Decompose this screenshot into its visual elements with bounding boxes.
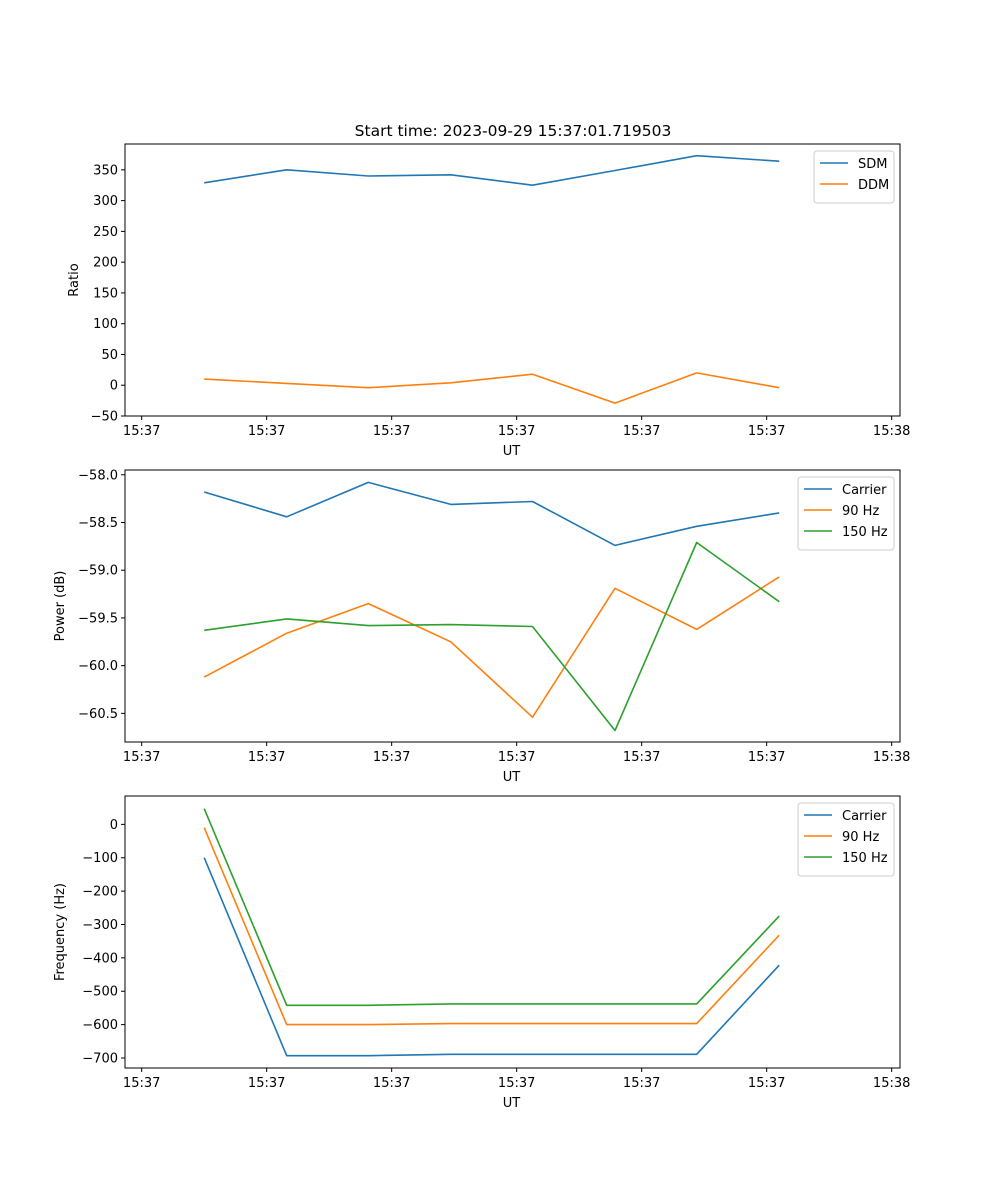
y-axis-label: Power (dB) [53, 571, 68, 642]
y-tick-label: −60.5 [78, 707, 118, 722]
x-tick-label: 15:37 [373, 750, 410, 765]
y-tick-label: 250 [93, 225, 118, 240]
y-tick-label: −400 [82, 951, 118, 966]
y-tick-label: 200 [93, 256, 118, 271]
x-tick-label: 15:37 [623, 750, 660, 765]
y-tick-label: −58.0 [78, 468, 118, 483]
legend: Carrier 90 Hz 150 Hz [797, 802, 895, 877]
y-axis-label: Frequency (Hz) [53, 883, 68, 981]
legend-label: Carrier [842, 809, 887, 824]
y-tick-label: 100 [93, 317, 118, 332]
y-tick-label: 0 [110, 818, 118, 833]
legend-label: 150 Hz [842, 525, 888, 540]
x-tick-label: 15:37 [373, 1076, 410, 1091]
x-tick-label: 15:37 [248, 750, 285, 765]
y-tick-label: −700 [82, 1051, 118, 1066]
series-line-carrier [203, 481, 780, 547]
legend-label: DDM [858, 178, 889, 193]
axes-frame [124, 469, 901, 743]
y-tick-label: 50 [101, 348, 118, 363]
y-tick-label: −58.5 [78, 516, 118, 531]
legend-label: SDM [858, 157, 887, 172]
x-tick-label: 15:37 [623, 1076, 660, 1091]
x-tick-label: 15:38 [873, 424, 910, 439]
legend: Carrier 90 Hz 150 Hz [797, 476, 895, 551]
legend-box [813, 150, 895, 204]
x-tick-label: 15:37 [498, 424, 535, 439]
x-tick-label: 15:37 [748, 424, 785, 439]
series-line-sdm [204, 154, 780, 186]
y-tick-label: 0 [110, 379, 118, 394]
y-tick-label: 350 [93, 163, 118, 178]
x-tick-label: 15:38 [873, 1076, 910, 1091]
x-tick-label: 15:37 [748, 750, 785, 765]
subplot-1: −50 0 50 100 150 200 250 300 350 15:37 15:37 15:37 1… [67, 143, 910, 459]
series-line-carrier [203, 857, 780, 1057]
legend: SDM DDM [813, 150, 895, 204]
y-tick-label: −500 [82, 985, 118, 1000]
x-tick-label: 15:37 [123, 1076, 160, 1091]
x-axis-label: UT [503, 770, 521, 785]
y-tick-label: −60.0 [78, 659, 118, 674]
legend-label: 150 Hz [842, 851, 888, 866]
legend-label: 90 Hz [842, 830, 879, 845]
x-axis-label: UT [503, 1096, 521, 1111]
y-tick-label: −300 [82, 918, 118, 933]
y-tick-label: −59.0 [78, 564, 118, 579]
x-tick-label: 15:37 [123, 424, 160, 439]
x-tick-label: 15:37 [248, 424, 285, 439]
legend-label: 90 Hz [842, 504, 879, 519]
x-tick-label: 15:37 [623, 424, 660, 439]
y-tick-label: −200 [82, 885, 118, 900]
x-tick-label: 15:37 [748, 1076, 785, 1091]
series-line-150-hz [203, 808, 780, 1007]
x-axis-label: UT [503, 444, 521, 459]
y-tick-label: −50 [91, 410, 118, 425]
series-line-90-hz [203, 576, 780, 719]
axes-frame [124, 795, 901, 1069]
subplot-2: −60.5 −60.0 −59.5 −59.0 −58.5 −58.0 15:37 15:37… [53, 468, 910, 785]
y-tick-label: −100 [82, 851, 118, 866]
series-line-150-hz [204, 541, 780, 732]
x-tick-label: 15:38 [873, 750, 910, 765]
x-tick-label: 15:37 [123, 750, 160, 765]
chart-title: Start time: 2023-09-29 15:37:01.719503 [355, 122, 672, 140]
y-tick-label: 150 [93, 286, 118, 301]
legend-label: Carrier [842, 483, 887, 498]
x-tick-label: 15:37 [373, 424, 410, 439]
axes-frame [124, 143, 901, 417]
x-tick-label: 15:37 [248, 1076, 285, 1091]
y-tick-label: −600 [82, 1018, 118, 1033]
series-line-90-hz [203, 827, 780, 1026]
x-tick-label: 15:37 [498, 750, 535, 765]
y-tick-label: −59.5 [78, 611, 118, 626]
subplot-3: −700 −600 −500 −400 −300 −200 −100 0 15:37 15:37 1… [53, 795, 910, 1111]
x-tick-label: 15:37 [498, 1076, 535, 1091]
y-axis-label: Ratio [67, 263, 82, 296]
y-tick-label: 300 [93, 194, 118, 209]
series-line-ddm [204, 372, 780, 404]
